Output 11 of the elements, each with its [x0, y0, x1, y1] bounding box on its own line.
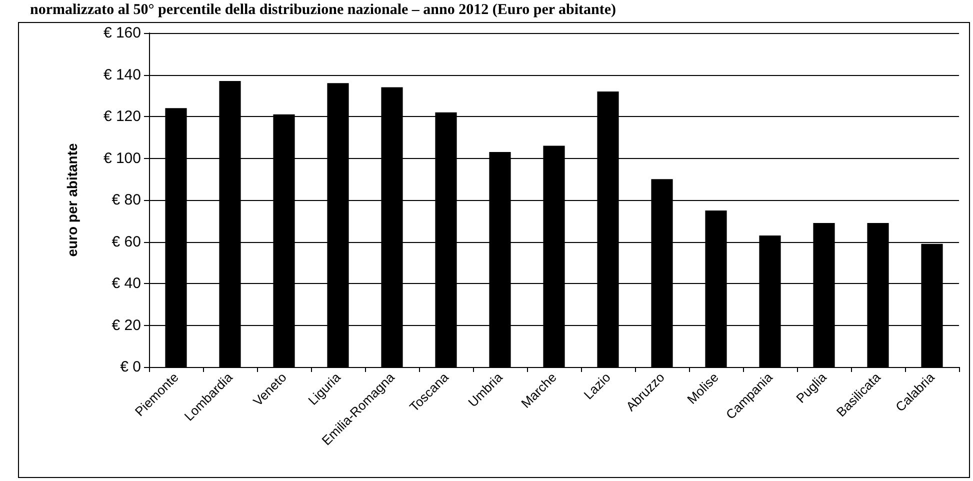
y-tick-label: € 140	[103, 66, 141, 84]
y-tick-label: € 20	[112, 316, 141, 334]
y-tick-label: € 120	[103, 108, 141, 125]
chart-title: normalizzato al 50° percentile della distribuzione nazionale – anno 2012 (Euro per abitante)	[29, 1, 617, 20]
y-tick-label: € 60	[112, 233, 141, 250]
y-tick-label: € 160	[103, 24, 141, 42]
y-tick-label: € 80	[112, 192, 141, 208]
y-tick-label: € 40	[112, 275, 141, 292]
y-tick-label: € 100	[103, 150, 141, 167]
y-tick-label: € 0	[120, 358, 141, 376]
y-axis-title: euro per abitante	[64, 143, 80, 257]
